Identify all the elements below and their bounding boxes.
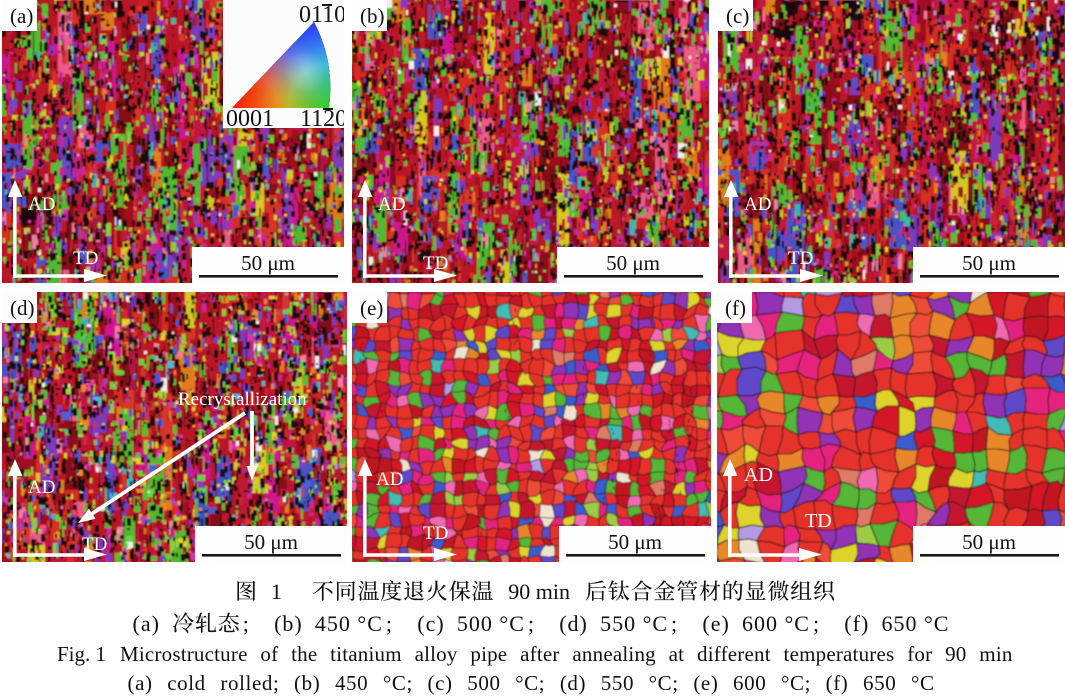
svg-text:Fig. 1: Fig. 1 (57, 642, 106, 666)
svg-text:50 μm: 50 μm (962, 530, 1016, 554)
svg-text:50 μm: 50 μm (606, 251, 660, 275)
svg-text:AD: AD (744, 464, 773, 486)
svg-text:500 °C: 500 °C (457, 611, 525, 636)
svg-text:Microstructure of the titanium: Microstructure of the titanium alloy pip… (120, 642, 1013, 666)
svg-text:TD: TD (82, 534, 107, 555)
svg-text:1120: 1120 (300, 106, 344, 132)
svg-text:;: ; (528, 611, 535, 636)
svg-text:(a): (a) (10, 4, 33, 28)
svg-text:TD: TD (423, 523, 448, 544)
svg-text:(a) cold rolled; (b) 450 °C; (: (a) cold rolled; (b) 450 °C; (c) 500 °C;… (128, 671, 935, 695)
svg-text:(e): (e) (360, 296, 383, 320)
svg-text:;: ; (671, 611, 678, 636)
svg-text:(d): (d) (559, 611, 588, 636)
svg-text:450 °C: 450 °C (315, 611, 383, 636)
svg-text:0110: 0110 (299, 2, 344, 28)
svg-text:0001: 0001 (226, 106, 274, 132)
svg-text:1: 1 (271, 579, 282, 604)
svg-text:TD: TD (73, 248, 98, 269)
svg-text:;: ; (813, 611, 820, 636)
svg-text:550 °C: 550 °C (600, 611, 668, 636)
svg-text:(b): (b) (274, 611, 303, 636)
svg-text:;: ; (386, 611, 393, 636)
svg-text:TD: TD (788, 248, 813, 269)
svg-text:90 min: 90 min (508, 579, 570, 604)
svg-text:50 μm: 50 μm (244, 530, 298, 554)
svg-text:(c): (c) (417, 611, 444, 636)
svg-text:50 μm: 50 μm (962, 251, 1016, 275)
svg-text:(f): (f) (725, 296, 746, 320)
svg-text:TD: TD (805, 510, 832, 532)
svg-text:TD: TD (423, 253, 448, 274)
svg-text:50 μm: 50 μm (241, 251, 295, 275)
svg-text:(c): (c) (726, 4, 749, 28)
svg-text:(d): (d) (10, 296, 35, 320)
svg-text:650 °C: 650 °C (882, 611, 950, 636)
svg-text:(a): (a) (133, 611, 160, 636)
svg-text:Recrystallization: Recrystallization (178, 389, 307, 410)
svg-text:AD: AD (378, 194, 405, 215)
svg-text:50 μm: 50 μm (608, 530, 662, 554)
svg-text:(f): (f) (844, 611, 869, 636)
svg-text:AD: AD (28, 477, 55, 498)
svg-text:AD: AD (376, 469, 403, 490)
svg-text:AD: AD (744, 194, 771, 215)
svg-text:;: ; (243, 611, 250, 636)
svg-text:AD: AD (28, 194, 55, 215)
svg-text:(e): (e) (702, 611, 729, 636)
svg-text:(b): (b) (360, 4, 385, 28)
svg-text:600 °C: 600 °C (742, 611, 810, 636)
